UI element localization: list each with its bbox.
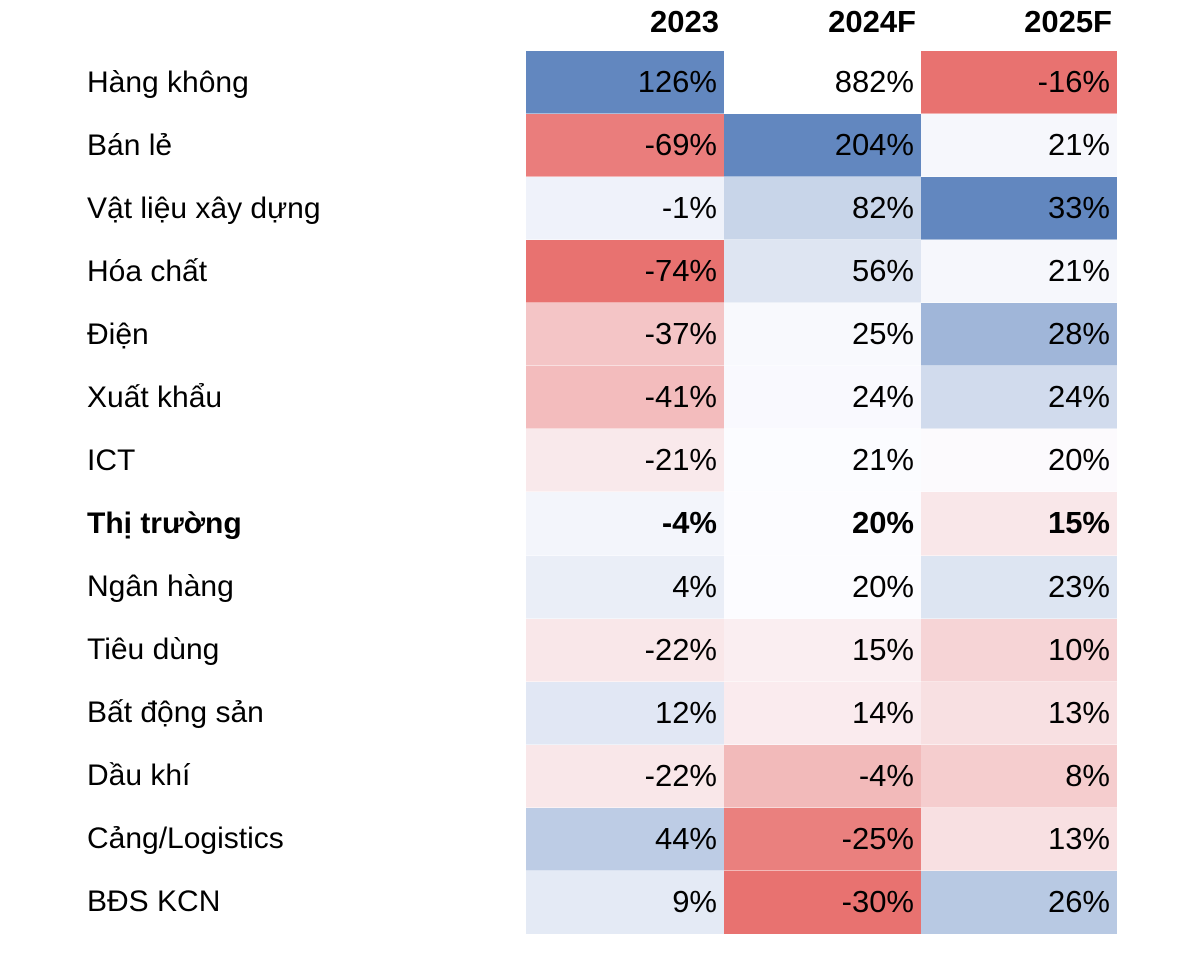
table-row: Hàng không 126% 882% -16% — [0, 51, 1200, 115]
table-row: Ngân hàng 4% 20% 23% — [0, 555, 1200, 619]
heatmap-cell-2025f: 13% — [921, 681, 1117, 745]
heatmap-cell-2025f: 24% — [921, 366, 1117, 430]
heatmap-cell-2024f: 82% — [724, 177, 921, 241]
heatmap-cell-2024f: -4% — [724, 744, 921, 808]
heatmap-cell-2025f: 23% — [921, 555, 1117, 619]
heatmap-cell-2023: 126% — [526, 51, 724, 115]
sector-label: Điện — [0, 303, 526, 367]
heatmap-cell-2025f: 15% — [921, 492, 1117, 556]
heatmap-cell-2023: 9% — [526, 870, 724, 934]
heatmap-cell-2024f: 56% — [724, 240, 921, 304]
sector-growth-heatmap: 2023 2024F 2025F Hàng không 126% 882% -1… — [0, 0, 1200, 934]
heatmap-cell-2024f: 882% — [724, 51, 921, 115]
table-row: Hóa chất -74% 56% 21% — [0, 240, 1200, 304]
heatmap-cell-2023: -22% — [526, 744, 724, 808]
sector-label: Ngân hàng — [0, 555, 526, 619]
sector-label: Hóa chất — [0, 240, 526, 304]
table-row: Thị trường -4% 20% 15% — [0, 492, 1200, 556]
heatmap-cell-2025f: 10% — [921, 618, 1117, 682]
sector-label: Vật liệu xây dựng — [0, 177, 526, 241]
table-row: Dầu khí -22% -4% 8% — [0, 744, 1200, 808]
header-spacer — [0, 0, 526, 51]
sector-label: Thị trường — [0, 492, 526, 556]
sector-label: Dầu khí — [0, 744, 526, 808]
heatmap-cell-2023: -22% — [526, 618, 724, 682]
heatmap-cell-2025f: -16% — [921, 51, 1117, 115]
heatmap-cell-2024f: 21% — [724, 429, 921, 493]
heatmap-cell-2025f: 20% — [921, 429, 1117, 493]
heatmap-cell-2023: 4% — [526, 555, 724, 619]
column-header-2024f: 2024F — [828, 4, 916, 39]
heatmap-cell-2023: -21% — [526, 429, 724, 493]
table-row: Điện -37% 25% 28% — [0, 303, 1200, 367]
column-header-2023: 2023 — [650, 4, 719, 39]
heatmap-cell-2023: 44% — [526, 807, 724, 871]
heatmap-cell-2025f: 13% — [921, 807, 1117, 871]
table-row: BĐS KCN 9% -30% 26% — [0, 870, 1200, 934]
heatmap-cell-2024f: 24% — [724, 366, 921, 430]
sector-label: Tiêu dùng — [0, 618, 526, 682]
heatmap-cell-2023: -4% — [526, 492, 724, 556]
heatmap-cell-2024f: 25% — [724, 303, 921, 367]
sector-label: Xuất khẩu — [0, 366, 526, 430]
table-row: ICT -21% 21% 20% — [0, 429, 1200, 493]
heatmap-cell-2025f: 33% — [921, 177, 1117, 241]
heatmap-cell-2025f: 26% — [921, 870, 1117, 934]
table-row: Vật liệu xây dựng -1% 82% 33% — [0, 177, 1200, 241]
heatmap-cell-2025f: 8% — [921, 744, 1117, 808]
sector-label: Bán lẻ — [0, 114, 526, 178]
table-row: Bất động sản 12% 14% 13% — [0, 681, 1200, 745]
heatmap-cell-2023: -1% — [526, 177, 724, 241]
table-row: Bán lẻ -69% 204% 21% — [0, 114, 1200, 178]
sector-label: Bất động sản — [0, 681, 526, 745]
table-row: Tiêu dùng -22% 15% 10% — [0, 618, 1200, 682]
sector-label: Cảng/Logistics — [0, 807, 526, 871]
table-row: Cảng/Logistics 44% -25% 13% — [0, 807, 1200, 871]
heatmap-cell-2024f: -25% — [724, 807, 921, 871]
heatmap-cell-2024f: 204% — [724, 114, 921, 178]
heatmap-cell-2024f: -30% — [724, 870, 921, 934]
sector-label: BĐS KCN — [0, 870, 526, 934]
column-header-2025f: 2025F — [1024, 4, 1112, 39]
heatmap-cell-2025f: 28% — [921, 303, 1117, 367]
heatmap-cell-2023: 12% — [526, 681, 724, 745]
heatmap-cell-2025f: 21% — [921, 240, 1117, 304]
heatmap-cell-2024f: 14% — [724, 681, 921, 745]
heatmap-cell-2023: -37% — [526, 303, 724, 367]
table-row: Xuất khẩu -41% 24% 24% — [0, 366, 1200, 430]
sector-label: ICT — [0, 429, 526, 493]
heatmap-cell-2024f: 20% — [724, 555, 921, 619]
heatmap-cell-2024f: 15% — [724, 618, 921, 682]
heatmap-cell-2023: -41% — [526, 366, 724, 430]
sector-label: Hàng không — [0, 51, 526, 115]
heatmap-body: Hàng không 126% 882% -16% Bán lẻ -69% 20… — [0, 51, 1200, 934]
heatmap-cell-2024f: 20% — [724, 492, 921, 556]
heatmap-cell-2025f: 21% — [921, 114, 1117, 178]
heatmap-cell-2023: -69% — [526, 114, 724, 178]
heatmap-cell-2023: -74% — [526, 240, 724, 304]
header-row: 2023 2024F 2025F — [0, 0, 1200, 51]
